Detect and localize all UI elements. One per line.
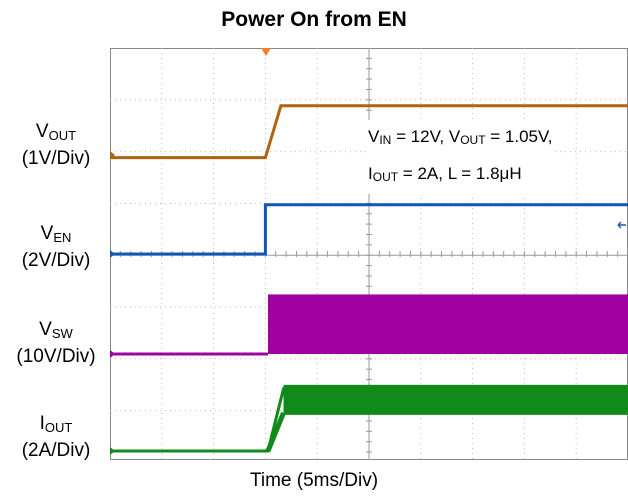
scope-plot	[110, 48, 628, 460]
iout-scale: (2A/Div)	[21, 440, 91, 461]
vout-scale: (1V/Div)	[21, 148, 91, 169]
conditions-line-2: IOUT = 2A, L = 1.8μH	[368, 164, 522, 184]
vsw-sub: SW	[51, 326, 73, 341]
iout-name: I	[39, 413, 45, 434]
ven-name: V	[40, 223, 54, 244]
vsw-label: VSW (10V/Div)	[2, 318, 110, 368]
conditions-line-1: VIN = 12V, VOUT = 1.05V,	[368, 127, 553, 147]
x-axis-label: Time (5ms/Div)	[249, 470, 379, 491]
ven-sub: EN	[53, 230, 72, 245]
ven-scale: (2V/Div)	[21, 250, 91, 271]
trace-iout-ripple	[283, 384, 628, 415]
iout-label: IOUT (2A/Div)	[2, 412, 110, 462]
ground-marker	[110, 447, 115, 455]
traces	[110, 104, 628, 453]
ground-marker	[110, 350, 115, 358]
vout-sub: OUT	[48, 128, 77, 143]
trigger-marker	[261, 48, 271, 56]
vsw-name: V	[39, 319, 52, 340]
test-conditions: VIN = 12V, VOUT = 1.05V, IOUT = 2A, L = …	[366, 120, 555, 194]
trace-iout-ramp	[265, 411, 286, 452]
ground-marker	[110, 250, 115, 258]
vsw-scale: (10V/Div)	[16, 346, 96, 367]
chart-title: Power On from EN	[221, 8, 407, 31]
trace-v-out	[110, 104, 628, 160]
markers	[110, 48, 626, 455]
ven-label: VEN (2V/Div)	[2, 222, 110, 272]
trigger-level-arrow	[617, 221, 626, 229]
trace-v-en	[110, 203, 628, 256]
iout-sub: OUT	[44, 420, 73, 435]
vout-name: V	[35, 121, 49, 142]
vout-label: VOUT (1V/Div)	[2, 120, 110, 170]
trace-vsw-switching	[267, 294, 628, 354]
ground-marker	[110, 151, 115, 159]
